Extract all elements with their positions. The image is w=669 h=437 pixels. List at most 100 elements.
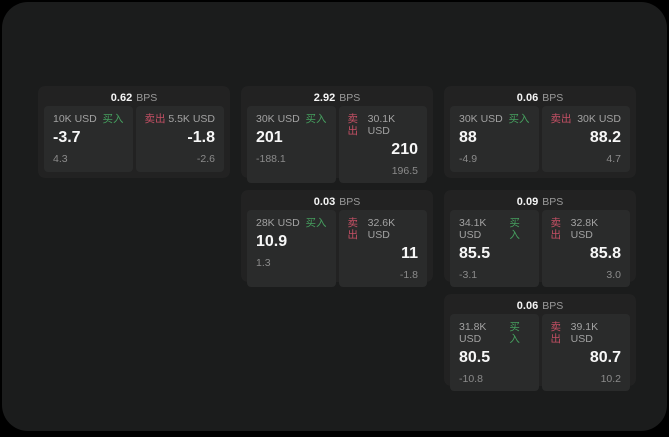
card-header: 2.92 BPS [241, 86, 433, 106]
quote-card: 2.92 BPS 30K USD 买入 201 -188.1 卖出 [241, 86, 433, 183]
buy-amount: 10K USD [53, 113, 97, 125]
quote-card: 0.06 BPS 31.8K USD 买入 80.5 -10.8 卖出 [444, 294, 636, 391]
quotes-page: 0.62 BPS 10K USD 买入 -3.7 4.3 卖出 [2, 2, 667, 431]
bps-unit-label: BPS [542, 92, 564, 104]
quote-cards-grid: 0.62 BPS 10K USD 买入 -3.7 4.3 卖出 [38, 86, 636, 391]
bps-value: 0.62 [110, 92, 133, 104]
sell-side-label: 卖出 [550, 113, 572, 125]
buy-amount: 28K USD [256, 217, 300, 229]
bps-value: 0.09 [516, 196, 539, 208]
panel-top-row: 卖出 32.6K USD [348, 217, 419, 241]
buy-quote-panel[interactable]: 30K USD 买入 201 -188.1 [247, 106, 336, 183]
sell-price: -1.8 [187, 129, 215, 146]
card-header: 0.09 BPS [444, 190, 636, 210]
buy-quote-panel[interactable]: 31.8K USD 买入 80.5 -10.8 [450, 314, 539, 391]
bps-value: 0.06 [516, 92, 539, 104]
panels-row: 30K USD 买入 88 -4.9 卖出 30K USD 88.2 4.7 [444, 106, 636, 178]
buy-quote-panel[interactable]: 28K USD 买入 10.9 1.3 [247, 210, 336, 287]
sell-quote-panel[interactable]: 卖出 5.5K USD -1.8 -2.6 [135, 106, 224, 172]
sell-amount: 39.1K USD [570, 321, 599, 345]
bps-unit-label: BPS [542, 196, 564, 208]
buy-price: 85.5 [459, 245, 491, 262]
panel-top-row: 卖出 5.5K USD [145, 113, 216, 125]
panel-top-row: 30K USD 买入 [256, 113, 327, 125]
sell-delta: 196.5 [391, 165, 418, 177]
buy-side-label: 买入 [509, 321, 520, 345]
buy-delta: -188.1 [256, 153, 286, 165]
buy-price: 201 [256, 129, 283, 146]
buy-price: 10.9 [256, 233, 288, 250]
sell-quote-panel[interactable]: 卖出 30.1K USD 210 196.5 [338, 106, 427, 183]
sell-price: 80.7 [589, 349, 621, 366]
sell-side-label: 卖出 [347, 217, 359, 241]
sell-amount: 5.5K USD [168, 113, 215, 125]
buy-side-label: 买入 [102, 113, 124, 125]
sell-delta: -2.6 [196, 153, 215, 165]
panel-top-row: 31.8K USD 买入 [459, 321, 530, 345]
buy-price: 80.5 [459, 349, 491, 366]
card-header: 0.06 BPS [444, 86, 636, 106]
bps-value: 2.92 [313, 92, 336, 104]
sell-amount: 32.8K USD [570, 217, 599, 241]
sell-side-label: 卖出 [550, 217, 562, 241]
panel-top-row: 34.1K USD 买入 [459, 217, 530, 241]
panels-row: 34.1K USD 买入 85.5 -3.1 卖出 32.8K USD 85.8… [444, 210, 636, 293]
bps-value: 0.03 [313, 196, 336, 208]
buy-quote-panel[interactable]: 30K USD 买入 88 -4.9 [450, 106, 539, 172]
buy-amount: 30K USD [459, 113, 503, 125]
panels-row: 28K USD 买入 10.9 1.3 卖出 32.6K USD 11 -1.8 [241, 210, 433, 293]
buy-delta: -10.8 [459, 373, 483, 385]
sell-delta: 3.0 [606, 269, 621, 281]
sell-quote-panel[interactable]: 卖出 39.1K USD 80.7 10.2 [541, 314, 630, 391]
sell-side-label: 卖出 [347, 113, 359, 137]
sell-delta: -1.8 [399, 269, 418, 281]
sell-delta: 4.7 [606, 153, 621, 165]
panel-top-row: 卖出 32.8K USD [551, 217, 622, 241]
bps-unit-label: BPS [136, 92, 158, 104]
card-header: 0.62 BPS [38, 86, 230, 106]
sell-amount: 30.1K USD [367, 113, 396, 137]
buy-delta: 4.3 [53, 153, 68, 165]
buy-quote-panel[interactable]: 10K USD 买入 -3.7 4.3 [44, 106, 133, 172]
buy-amount: 31.8K USD [459, 321, 487, 345]
sell-price: 88.2 [589, 129, 621, 146]
bps-unit-label: BPS [339, 92, 361, 104]
sell-price: 85.8 [589, 245, 621, 262]
sell-amount: 30K USD [577, 113, 621, 125]
panels-row: 31.8K USD 买入 80.5 -10.8 卖出 39.1K USD 80.… [444, 314, 636, 397]
card-header: 0.06 BPS [444, 294, 636, 314]
buy-price: -3.7 [53, 129, 81, 146]
panel-top-row: 卖出 39.1K USD [551, 321, 622, 345]
sell-quote-panel[interactable]: 卖出 32.6K USD 11 -1.8 [338, 210, 427, 287]
quote-card: 0.09 BPS 34.1K USD 买入 85.5 -3.1 卖出 [444, 190, 636, 287]
sell-price: 11 [401, 245, 418, 262]
sell-price: 210 [391, 141, 418, 158]
sell-amount: 32.6K USD [367, 217, 396, 241]
bps-value: 0.06 [516, 300, 539, 312]
sell-quote-panel[interactable]: 卖出 30K USD 88.2 4.7 [541, 106, 630, 172]
buy-delta: -4.9 [459, 153, 478, 165]
buy-side-label: 买入 [305, 217, 327, 229]
card-header: 0.03 BPS [241, 190, 433, 210]
panel-top-row: 28K USD 买入 [256, 217, 327, 229]
panel-top-row: 卖出 30K USD [551, 113, 622, 125]
panel-top-row: 30K USD 买入 [459, 113, 530, 125]
panel-top-row: 卖出 30.1K USD [348, 113, 419, 137]
buy-delta: -3.1 [459, 269, 478, 281]
quote-card: 0.03 BPS 28K USD 买入 10.9 1.3 卖出 [241, 190, 433, 287]
panel-top-row: 10K USD 买入 [53, 113, 124, 125]
sell-side-label: 卖出 [144, 113, 166, 125]
buy-quote-panel[interactable]: 34.1K USD 买入 85.5 -3.1 [450, 210, 539, 287]
sell-side-label: 卖出 [550, 321, 562, 345]
panels-row: 30K USD 买入 201 -188.1 卖出 30.1K USD 210 1… [241, 106, 433, 189]
buy-side-label: 买入 [509, 217, 520, 241]
buy-amount: 30K USD [256, 113, 300, 125]
quote-card: 0.62 BPS 10K USD 买入 -3.7 4.3 卖出 [38, 86, 230, 178]
sell-quote-panel[interactable]: 卖出 32.8K USD 85.8 3.0 [541, 210, 630, 287]
buy-amount: 34.1K USD [459, 217, 487, 241]
bps-unit-label: BPS [339, 196, 361, 208]
panels-row: 10K USD 买入 -3.7 4.3 卖出 5.5K USD -1.8 -2.… [38, 106, 230, 178]
buy-side-label: 买入 [305, 113, 327, 125]
bps-unit-label: BPS [542, 300, 564, 312]
